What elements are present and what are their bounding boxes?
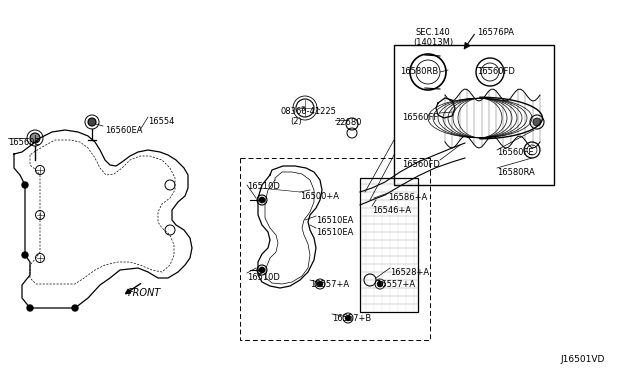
Circle shape (88, 118, 96, 126)
Text: 16510EA: 16510EA (316, 228, 353, 237)
Text: SEC.140: SEC.140 (416, 28, 451, 37)
Text: 16510D: 16510D (247, 182, 280, 191)
Text: 16560FD: 16560FD (402, 160, 440, 169)
Text: J16501VD: J16501VD (560, 355, 604, 364)
Bar (394, 45, 554, 185)
Circle shape (317, 281, 323, 287)
Text: 16560FF: 16560FF (402, 113, 438, 122)
Text: (2): (2) (290, 117, 301, 126)
Text: (14013M): (14013M) (413, 38, 453, 47)
Circle shape (72, 305, 78, 311)
Text: 16557+A: 16557+A (376, 280, 415, 289)
Text: 16580RA: 16580RA (497, 168, 535, 177)
Circle shape (30, 133, 40, 143)
Circle shape (345, 315, 351, 321)
Text: 16546+A: 16546+A (372, 206, 411, 215)
Circle shape (27, 305, 33, 311)
Text: 16560EA: 16560EA (105, 126, 143, 135)
Text: 16557+A: 16557+A (310, 280, 349, 289)
Text: FRONT: FRONT (128, 288, 161, 298)
Circle shape (259, 267, 265, 273)
Text: 22680: 22680 (335, 118, 362, 127)
Text: 16557+B: 16557+B (332, 314, 371, 323)
Circle shape (22, 252, 28, 258)
Circle shape (377, 281, 383, 287)
Text: 16586+A: 16586+A (388, 193, 428, 202)
Text: 16580RB: 16580RB (400, 67, 438, 76)
Text: 16528+A: 16528+A (390, 268, 429, 277)
Text: 16510D: 16510D (247, 273, 280, 282)
Bar (360, 178, 418, 312)
Text: 16560FE: 16560FE (497, 148, 534, 157)
Text: 16554: 16554 (148, 117, 174, 126)
Text: 16560FD: 16560FD (477, 67, 515, 76)
Text: 16500+A: 16500+A (300, 192, 339, 201)
Text: 08360-41225: 08360-41225 (281, 107, 337, 116)
Circle shape (259, 197, 265, 203)
Text: 16560E: 16560E (8, 138, 40, 147)
Text: 16510EA: 16510EA (316, 216, 353, 225)
Circle shape (533, 118, 541, 126)
Circle shape (22, 182, 28, 188)
Text: S: S (301, 106, 305, 112)
Text: 16576PA: 16576PA (477, 28, 514, 37)
